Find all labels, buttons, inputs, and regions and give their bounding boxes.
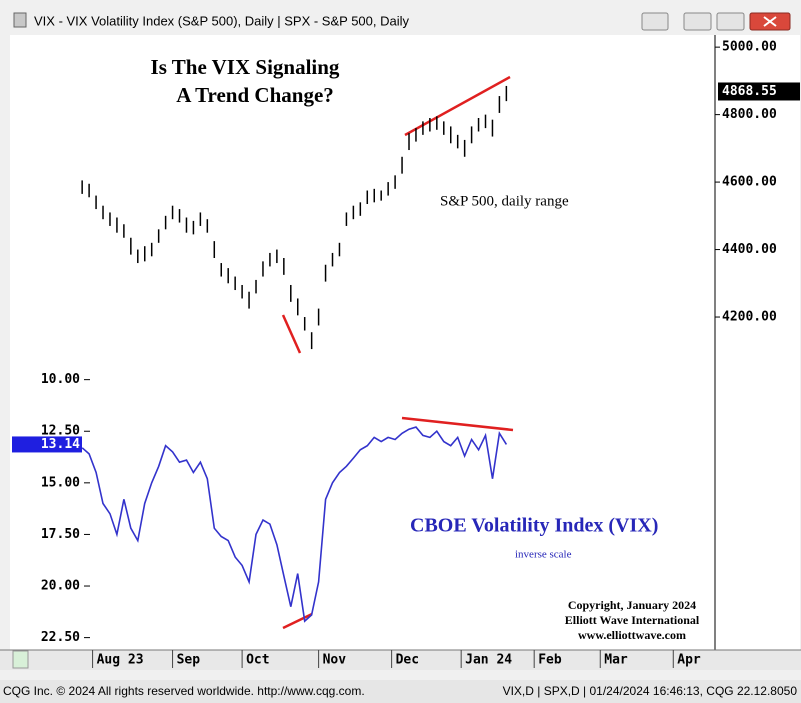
x-tick-label: Nov [323, 653, 347, 668]
y-tick-label: 15.00 [41, 475, 80, 490]
y-tick-label: 20.00 [41, 579, 80, 594]
x-tick-label: Mar [604, 653, 628, 668]
x-tick-label: Apr [677, 653, 701, 668]
last-value-label: 13.14 [41, 437, 80, 452]
y-tick-label: 4200.00 [722, 310, 777, 325]
y-tick-label: 10.00 [41, 372, 80, 387]
y-tick-label: 22.50 [41, 630, 80, 645]
maximize-button[interactable] [716, 12, 745, 31]
y-tick-label: 12.50 [41, 424, 80, 439]
vix-subtitle: inverse scale [515, 549, 572, 561]
footer-right: VIX,D | SPX,D | 01/24/2024 16:46:13, CQG… [503, 684, 798, 698]
status-bar [0, 680, 801, 703]
trend-line [282, 612, 313, 630]
minimize-button[interactable] [683, 12, 712, 31]
x-tick-label: Dec [396, 653, 419, 668]
vix-title: CBOE Volatility Index (VIX) [410, 515, 658, 537]
copyright: Elliott Wave International [565, 613, 700, 627]
corner-box [12, 650, 29, 669]
copyright: www.elliottwave.com [578, 628, 686, 642]
copyright: Copyright, January 2024 [568, 598, 696, 612]
vix-line [81, 426, 508, 623]
chart-title: A Trend Change? [176, 83, 334, 107]
y-tick-label: 4600.00 [722, 175, 777, 190]
last-value-box [718, 82, 800, 101]
x-tick-label: Sep [177, 653, 201, 668]
last-value-box [12, 436, 82, 453]
x-tick-label: Feb [538, 653, 562, 668]
footer-left: CQG Inc. © 2024 All rights reserved worl… [3, 684, 365, 698]
window-icon [13, 12, 27, 28]
y-tick-label: 4400.00 [722, 242, 777, 257]
y-tick-label: 17.50 [41, 527, 80, 542]
spx-annotation: S&P 500, daily range [440, 193, 569, 209]
x-tick-label: Oct [246, 653, 269, 668]
close-icon [763, 16, 777, 27]
window-title: VIX - VIX Volatility Index (S&P 500), Da… [34, 13, 410, 28]
trend-line [281, 314, 302, 354]
y-tick-label: 5000.00 [722, 40, 777, 55]
x-tick-label: Jan 24 [465, 653, 512, 668]
x-tick-label: Aug 23 [97, 653, 144, 668]
y-tick-label: 4800.00 [722, 107, 777, 122]
pin-button[interactable] [641, 12, 669, 31]
plot-area [10, 35, 800, 650]
chart-title: Is The VIX Signaling [151, 55, 340, 79]
last-value-label: 4868.55 [722, 84, 777, 99]
trend-line [401, 416, 514, 432]
